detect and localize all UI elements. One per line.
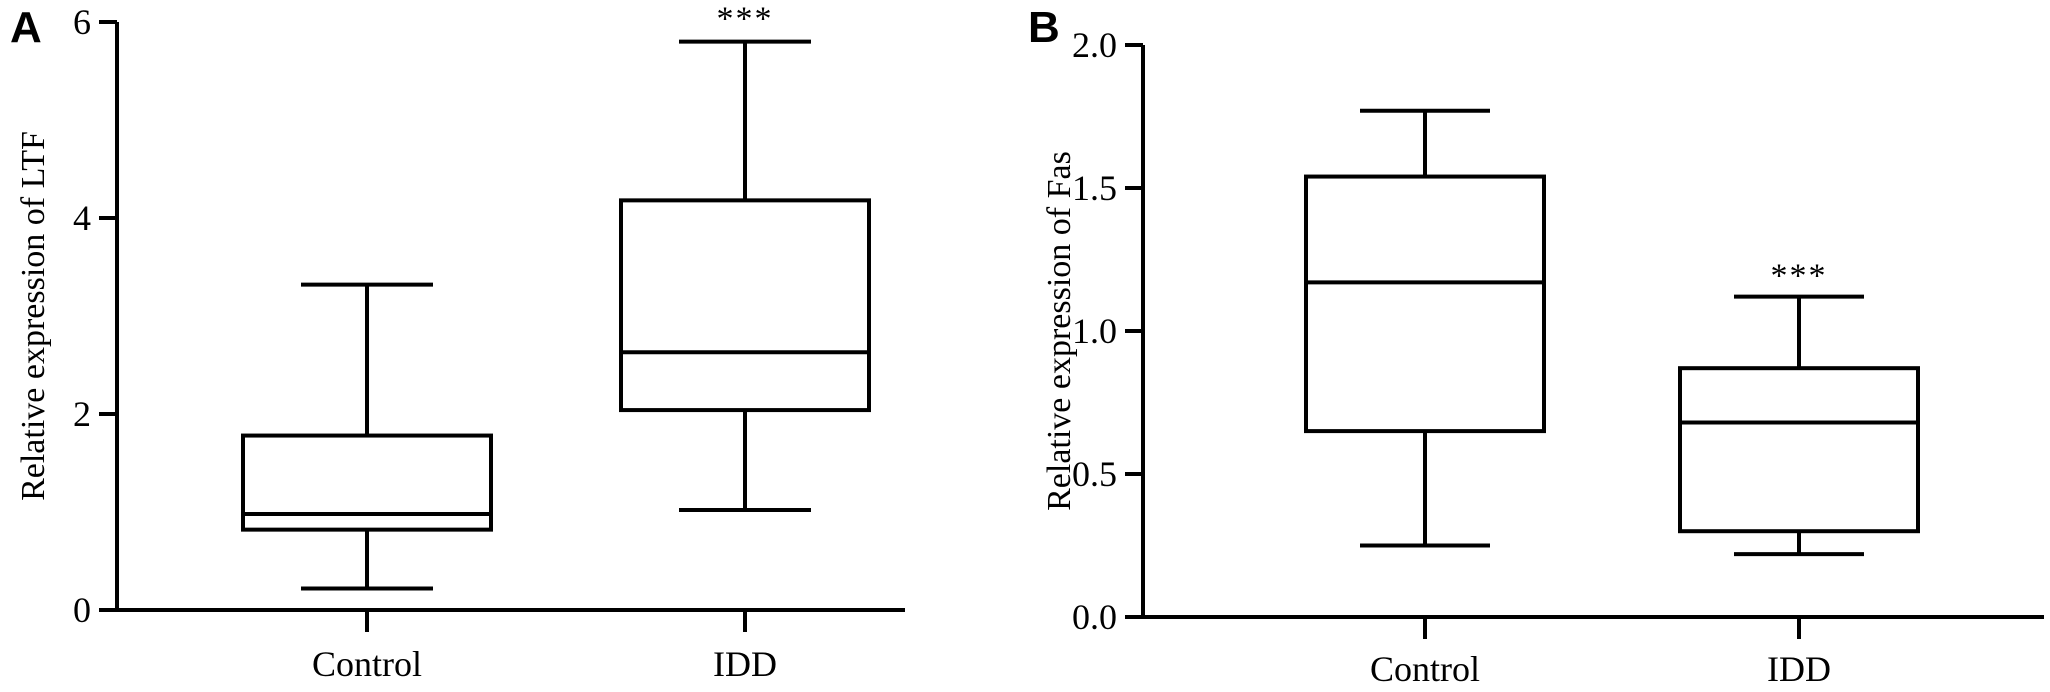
box-idd: *** [1678,258,1920,557]
box-idd: *** [619,1,871,513]
y-tick-label: 1.0 [1072,311,1117,351]
y-tick-label: 2 [73,394,91,434]
x-category-label: IDD [1767,649,1831,689]
y-tick-label: 0.5 [1072,454,1117,494]
iqr-box [1678,366,1920,534]
y-axis-title: Relative expression of LTF [15,131,52,501]
y-tick-label: 4 [73,198,91,238]
x-category-label: Control [312,644,422,684]
significance-label: *** [717,1,774,38]
significance-label: *** [1771,258,1828,295]
box-control [1304,108,1546,548]
panel-letter: B [1028,3,1060,52]
panel-letter: A [10,3,42,52]
y-tick-label: 2.0 [1072,25,1117,65]
iqr-box [1304,174,1546,434]
y-tick-label: 0.0 [1072,597,1117,637]
y-tick-label: 1.5 [1072,168,1117,208]
x-category-label: IDD [713,644,777,684]
iqr-box [619,198,871,413]
y-tick-label: 0 [73,590,91,630]
y-tick-label: 6 [73,2,91,42]
y-axis-title: Relative expression of Fas [1041,151,1078,511]
panel-a: A 0 2 4 6 Relative expression of LTF Control ID… [10,1,905,684]
box-control [241,282,493,591]
panel-b: B 0.0 0.5 1.0 1.5 2.0 Relative expression of F… [1028,3,2044,689]
x-category-label: Control [1370,649,1480,689]
